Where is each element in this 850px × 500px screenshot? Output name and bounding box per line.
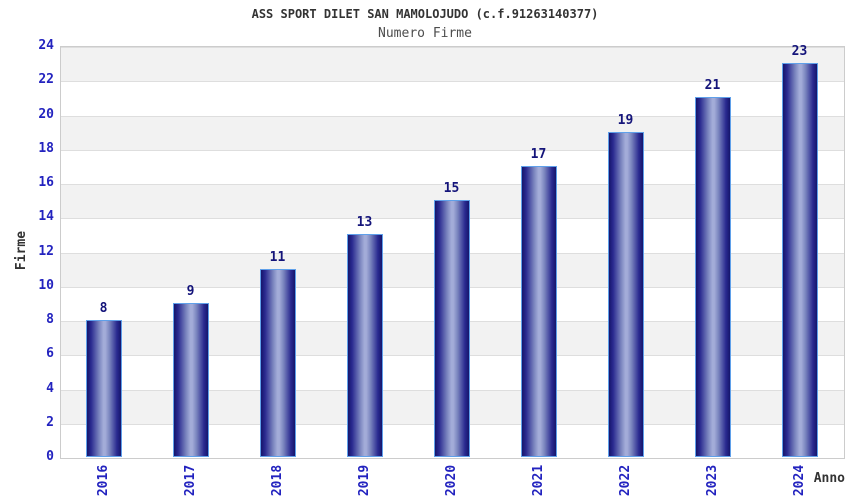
bar-value-label: 23 bbox=[791, 44, 808, 60]
y-tick-label: 16 bbox=[38, 175, 54, 190]
chart-subtitle: Numero Firme bbox=[378, 26, 472, 41]
chart-title: ASS SPORT DILET SAN MAMOLOJUDO (c.f.9126… bbox=[251, 7, 599, 21]
y-tick-label: 6 bbox=[46, 346, 54, 362]
x-tick-label: 2024 bbox=[792, 464, 807, 497]
x-tick-label: 2021 bbox=[531, 464, 546, 497]
bar-value-label: 8 bbox=[99, 301, 108, 316]
bar bbox=[781, 63, 818, 457]
x-tick-label: 2017 bbox=[183, 464, 198, 497]
bar bbox=[259, 268, 296, 457]
grid-band bbox=[61, 47, 844, 82]
bar-value-label: 11 bbox=[269, 249, 286, 265]
bar bbox=[172, 302, 209, 457]
bar bbox=[346, 234, 383, 457]
y-tick-label: 10 bbox=[38, 277, 54, 293]
x-tick-label: 2018 bbox=[270, 464, 285, 497]
y-tick-label: 4 bbox=[46, 380, 54, 396]
y-tick-label: 22 bbox=[38, 72, 54, 88]
x-tick-label: 2022 bbox=[618, 464, 633, 497]
bar bbox=[520, 165, 557, 457]
bar-value-label: 15 bbox=[443, 181, 460, 197]
y-tick-label: 0 bbox=[46, 449, 54, 464]
x-tick-label: 2020 bbox=[444, 464, 459, 497]
y-tick-label: 24 bbox=[38, 38, 54, 53]
bar-value-label: 21 bbox=[704, 78, 721, 94]
bar-value-label: 19 bbox=[617, 112, 634, 128]
y-tick-label: 8 bbox=[46, 312, 54, 327]
bar-value-label: 9 bbox=[186, 283, 195, 299]
y-tick-label: 18 bbox=[38, 140, 54, 156]
x-tick-label: 2023 bbox=[705, 464, 720, 497]
bar bbox=[85, 320, 122, 457]
y-tick-label: 14 bbox=[38, 209, 54, 225]
x-tick-label: 2019 bbox=[357, 464, 372, 497]
bar bbox=[694, 97, 731, 457]
bar-value-label: 13 bbox=[356, 215, 373, 231]
x-axis-title: Anno bbox=[813, 471, 845, 486]
bar bbox=[433, 200, 470, 457]
y-tick-label: 12 bbox=[38, 243, 54, 259]
x-tick-label: 2016 bbox=[96, 464, 111, 497]
bar bbox=[607, 131, 644, 457]
bar-value-label: 17 bbox=[530, 146, 547, 162]
y-tick-label: 2 bbox=[46, 414, 54, 430]
y-tick-label: 20 bbox=[38, 106, 54, 122]
